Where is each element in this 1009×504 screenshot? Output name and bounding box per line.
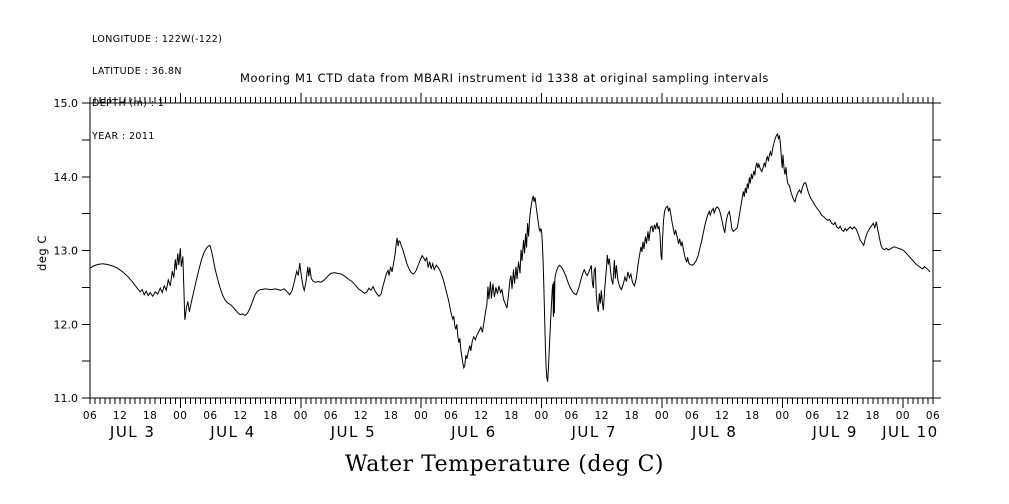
svg-text:JUL 7: JUL 7 [571,423,618,441]
svg-text:06: 06 [926,410,940,422]
svg-text:06: 06 [324,410,338,422]
figure-caption: Water Temperature (deg C) [345,452,664,477]
latitude-line: LATITUDE : 36.8N [92,65,182,77]
svg-text:JUL 4: JUL 4 [209,423,256,441]
depth-line: DEPTH (m) : 1 [92,98,165,110]
svg-text:00: 00 [414,410,428,422]
svg-text:06: 06 [565,410,579,422]
svg-text:12: 12 [715,410,729,422]
svg-text:JUL 3: JUL 3 [109,423,156,441]
svg-text:18: 18 [625,410,639,422]
svg-text:00: 00 [655,410,669,422]
svg-text:00: 00 [534,410,548,422]
svg-text:12.0: 12.0 [54,318,79,331]
svg-text:00: 00 [896,410,910,422]
year-line: YEAR : 2011 [92,130,155,142]
svg-text:06: 06 [444,410,458,422]
svg-text:18: 18 [504,410,518,422]
svg-text:18: 18 [263,410,277,422]
svg-text:18: 18 [143,410,157,422]
svg-text:15.0: 15.0 [54,97,79,110]
svg-text:JUL 5: JUL 5 [330,423,377,441]
svg-text:06: 06 [83,410,97,422]
svg-text:12: 12 [836,410,850,422]
svg-text:06: 06 [685,410,699,422]
svg-text:JUL 8: JUL 8 [691,423,738,441]
svg-text:11.0: 11.0 [54,392,79,405]
svg-text:12: 12 [595,410,609,422]
svg-text:14.0: 14.0 [54,171,79,184]
svg-text:18: 18 [384,410,398,422]
svg-text:JUL 9: JUL 9 [811,423,858,441]
svg-text:06: 06 [203,410,217,422]
svg-text:00: 00 [294,410,308,422]
svg-text:JUL 6: JUL 6 [450,423,497,441]
longitude-line: LONGITUDE : 122W(-122) [92,33,223,45]
chart-title: Mooring M1 CTD data from MBARI instrumen… [240,71,769,85]
metadata-block: LONGITUDE : 122W(-122) LATITUDE : 36.8N … [92,13,222,164]
svg-text:00: 00 [775,410,789,422]
svg-text:JUL 10: JUL 10 [881,423,939,441]
svg-text:18: 18 [745,410,759,422]
svg-text:12: 12 [113,410,127,422]
svg-text:13.0: 13.0 [54,245,79,258]
svg-text:00: 00 [173,410,187,422]
svg-text:12: 12 [233,410,247,422]
svg-text:18: 18 [866,410,880,422]
y-axis-label: deg C [35,235,49,271]
svg-text:12: 12 [354,410,368,422]
svg-text:12: 12 [474,410,488,422]
svg-text:06: 06 [805,410,819,422]
